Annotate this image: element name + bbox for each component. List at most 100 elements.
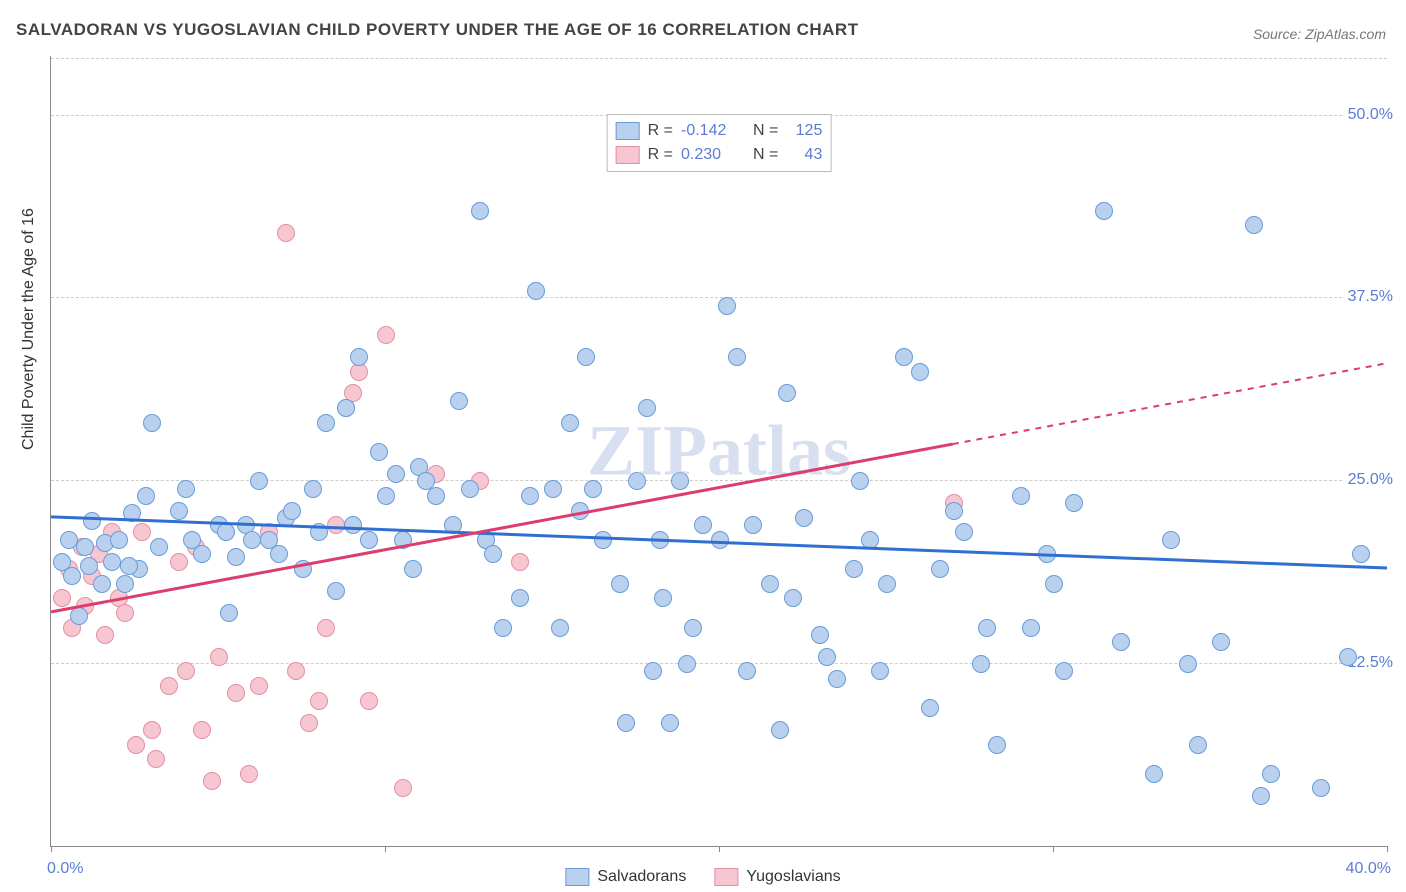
data-point	[210, 648, 228, 666]
corr-legend-row: R =0.230N =43	[616, 143, 823, 167]
data-point	[283, 502, 301, 520]
y-tick-label: 37.5%	[1344, 288, 1393, 306]
data-point	[584, 480, 602, 498]
data-point	[304, 480, 322, 498]
data-point	[955, 523, 973, 541]
source-attribution: Source: ZipAtlas.com	[1253, 26, 1386, 42]
data-point	[444, 516, 462, 534]
data-point	[544, 480, 562, 498]
data-point	[771, 721, 789, 739]
data-point	[317, 414, 335, 432]
data-point	[147, 750, 165, 768]
data-point	[1352, 545, 1370, 563]
data-point	[728, 348, 746, 366]
legend-label: Yugoslavians	[746, 868, 840, 886]
data-point	[243, 531, 261, 549]
data-point	[327, 582, 345, 600]
data-point	[1212, 633, 1230, 651]
legend-item: Yugoslavians	[714, 868, 840, 886]
data-point	[628, 472, 646, 490]
data-point	[738, 662, 756, 680]
data-point	[718, 297, 736, 315]
data-point	[694, 516, 712, 534]
data-point	[1252, 787, 1270, 805]
data-point	[137, 487, 155, 505]
data-point	[1012, 487, 1030, 505]
data-point	[1312, 779, 1330, 797]
corr-legend-row: R =-0.142N =125	[616, 119, 823, 143]
data-point	[972, 655, 990, 673]
data-point	[240, 765, 258, 783]
data-point	[150, 538, 168, 556]
data-point	[63, 567, 81, 585]
data-point	[76, 538, 94, 556]
data-point	[644, 662, 662, 680]
data-point	[784, 589, 802, 607]
data-point	[317, 619, 335, 637]
data-point	[294, 560, 312, 578]
data-point	[1245, 216, 1263, 234]
data-point	[1038, 545, 1056, 563]
data-point	[471, 202, 489, 220]
data-point	[170, 502, 188, 520]
gridline	[51, 58, 1387, 59]
data-point	[427, 487, 445, 505]
data-point	[217, 523, 235, 541]
x-axis-start-label: 0.0%	[47, 860, 83, 878]
data-point	[778, 384, 796, 402]
source-name: ZipAtlas.com	[1305, 26, 1386, 42]
data-point	[617, 714, 635, 732]
data-point	[1095, 202, 1113, 220]
n-value: 125	[786, 119, 822, 143]
data-point	[123, 504, 141, 522]
data-point	[177, 662, 195, 680]
data-point	[143, 414, 161, 432]
data-point	[193, 545, 211, 563]
legend-item: Salvadorans	[565, 868, 686, 886]
data-point	[310, 523, 328, 541]
data-point	[911, 363, 929, 381]
data-point	[277, 224, 295, 242]
gridline	[51, 297, 1387, 298]
data-point	[227, 684, 245, 702]
r-label: R =	[648, 119, 673, 143]
x-tick	[51, 846, 52, 852]
data-point	[344, 516, 362, 534]
data-point	[551, 619, 569, 637]
data-point	[988, 736, 1006, 754]
data-point	[377, 326, 395, 344]
data-point	[1339, 648, 1357, 666]
data-point	[394, 531, 412, 549]
data-point	[521, 487, 539, 505]
n-value: 43	[786, 143, 822, 167]
data-point	[711, 531, 729, 549]
data-point	[220, 604, 238, 622]
data-point	[661, 714, 679, 732]
data-point	[1145, 765, 1163, 783]
data-point	[654, 589, 672, 607]
n-label: N =	[753, 143, 778, 167]
data-point	[227, 548, 245, 566]
data-point	[978, 619, 996, 637]
data-point	[461, 480, 479, 498]
chart-title: SALVADORAN VS YUGOSLAVIAN CHILD POVERTY …	[16, 20, 859, 40]
data-point	[1065, 494, 1083, 512]
data-point	[811, 626, 829, 644]
data-point	[921, 699, 939, 717]
n-label: N =	[753, 119, 778, 143]
data-point	[651, 531, 669, 549]
data-point	[143, 721, 161, 739]
data-point	[350, 348, 368, 366]
data-point	[1045, 575, 1063, 593]
data-point	[671, 472, 689, 490]
y-tick-label: 25.0%	[1344, 471, 1393, 489]
data-point	[494, 619, 512, 637]
data-point	[861, 531, 879, 549]
data-point	[116, 575, 134, 593]
x-tick	[1387, 846, 1388, 852]
data-point	[80, 557, 98, 575]
data-point	[193, 721, 211, 739]
y-axis-label: Child Poverty Under the Age of 16	[20, 208, 38, 450]
x-tick	[719, 846, 720, 852]
data-point	[1262, 765, 1280, 783]
